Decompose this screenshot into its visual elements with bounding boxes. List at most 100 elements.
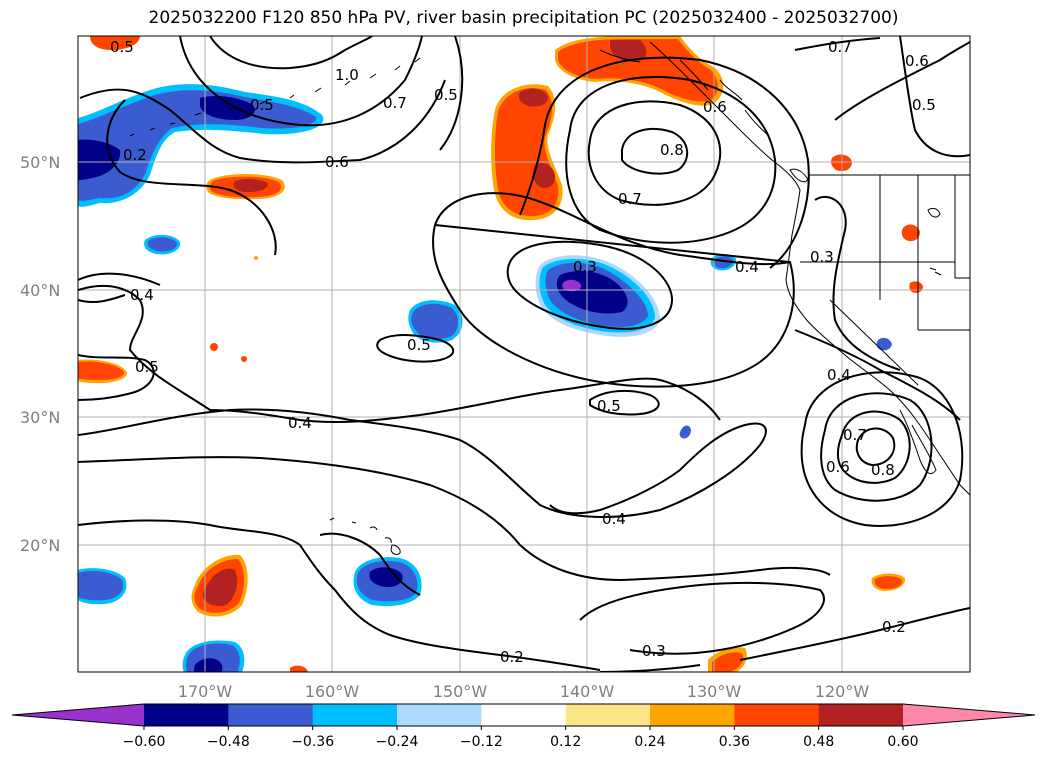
contour-label: 0.3	[810, 248, 834, 266]
colorbar-tick-label: 0.12	[550, 734, 581, 750]
colorbar: −0.60 −0.48 −0.36 −0.24 −0.12 0.12 0.24 0.36 0.4…	[11, 703, 1036, 750]
hawaii-islands	[329, 517, 401, 555]
map-title: 2025032200 F120 850 hPa PV, river basin …	[148, 8, 899, 28]
precip-orange-red-area	[558, 39, 718, 102]
precip-firebrick-area	[532, 163, 556, 188]
pv-contour-0.4	[78, 456, 831, 582]
pv-contour-0.7	[587, 100, 722, 206]
pv-contour-0.6	[834, 41, 970, 121]
precip-orange-red-area	[78, 361, 125, 381]
colorbar-tick-label: −0.12	[460, 734, 503, 750]
precip-firebrick-area	[233, 179, 268, 193]
contour-label: 0.6	[905, 52, 929, 70]
pv-contour-0.8	[855, 427, 896, 467]
contour-label: 0.2	[500, 648, 524, 666]
lon-label: 130°W	[687, 682, 742, 701]
contour-label: 0.5	[135, 358, 159, 376]
pv-contour-0.7	[179, 36, 423, 127]
contour-label: 0.3	[642, 642, 666, 660]
contour-label: 0.6	[703, 98, 727, 116]
precip-firebrick-area	[610, 40, 647, 62]
pv-contour-0.2	[319, 532, 421, 596]
pv-contour-0.5	[519, 56, 810, 269]
precip-navy-area	[194, 658, 223, 672]
lat-label: 30°N	[20, 408, 60, 427]
lat-label: 40°N	[20, 281, 60, 300]
colorbar-segment	[650, 704, 735, 726]
pv-contour-0.6	[565, 76, 777, 244]
pv-contour-0.5	[78, 354, 155, 401]
lon-label: 170°W	[178, 682, 233, 701]
pv-contour-0.5	[899, 36, 970, 158]
precip-navy-area	[78, 139, 121, 180]
contour-label: 0.5	[912, 96, 936, 114]
colorbar-segment	[144, 704, 229, 726]
pv-contours	[78, 36, 970, 672]
contour-label: 0.5	[597, 397, 621, 415]
pv-contour-0.4	[78, 294, 126, 304]
lon-label: 160°W	[305, 682, 360, 701]
precip-purple-area	[562, 279, 582, 292]
positive-precip-areas	[78, 36, 923, 672]
contour-label: 0.7	[383, 94, 407, 112]
precip-blue-area	[876, 337, 892, 351]
colorbar-tick-label: −0.36	[291, 734, 334, 750]
pv-contour-0.3	[814, 195, 901, 371]
pv-contour-0.6	[820, 392, 933, 502]
contour-label: 0.3	[573, 258, 597, 276]
colorbar-segment	[397, 704, 482, 726]
contour-label: 1.0	[335, 66, 359, 84]
colorbar-segment	[312, 704, 398, 726]
pv-contour-0.3	[579, 581, 825, 655]
pv-contour-0.6	[106, 99, 277, 256]
precip-royal-blue-area	[78, 571, 124, 601]
contour-label: 0.4	[735, 258, 759, 276]
precip-orange-dot	[241, 356, 247, 362]
contour-label: 0.5	[434, 86, 458, 104]
contour-label: 0.2	[123, 146, 147, 164]
pv-contour-0.4	[78, 284, 721, 424]
pv-contour-0.2	[739, 607, 970, 661]
precip-firebrick-area	[202, 568, 238, 607]
precip-navy-area	[369, 567, 403, 588]
contour-label: 0.7	[828, 38, 852, 56]
pv-contour-0.3	[506, 240, 674, 330]
contour-label: 0.6	[826, 458, 850, 476]
pv-contour-0.6	[79, 79, 446, 164]
colorbar-segment	[734, 704, 820, 726]
colorbar-segment	[481, 704, 567, 726]
pv-contour-0.4	[794, 329, 961, 421]
colorbar-tick-label: −0.60	[123, 734, 166, 750]
state-borders	[800, 175, 970, 386]
lat-label: 20°N	[20, 536, 60, 555]
alaska-coast-islands	[599, 49, 769, 136]
precip-blue-area	[679, 425, 691, 439]
precip-firebrick-area	[518, 88, 548, 107]
precip-orange-red-area	[901, 224, 920, 242]
precip-orange-red-area	[290, 665, 308, 672]
pv-contour-0.4	[78, 408, 767, 518]
colorbar-extend-min	[12, 704, 144, 726]
precip-orange-red-area	[90, 36, 140, 50]
pv-contour-0.5	[376, 334, 455, 363]
colorbar-tick-label: 0.48	[803, 734, 834, 750]
contour-label: 0.4	[602, 510, 626, 528]
contour-label: 0.5	[407, 336, 431, 354]
precip-firebrick-area	[712, 652, 744, 672]
precip-orange-dot	[210, 343, 218, 351]
colorbar-tick-label: 0.24	[634, 734, 665, 750]
pv-contour-1.0	[209, 36, 373, 70]
pv-contour-0.5	[439, 36, 464, 151]
lon-label: 150°W	[433, 682, 488, 701]
precip-navy-area	[200, 96, 255, 120]
pv-contour-0.7	[836, 410, 911, 484]
pv-contour-0.8	[621, 128, 688, 175]
contour-label: 0.4	[288, 414, 312, 432]
pv-contour-0.2	[78, 272, 161, 286]
contour-label: 0.7	[843, 426, 867, 444]
contour-label: 0.8	[871, 461, 895, 479]
lon-label: 120°W	[815, 682, 870, 701]
colorbar-segment	[228, 704, 314, 726]
negative-precip-areas	[78, 84, 892, 672]
contour-label: 0.4	[130, 286, 154, 304]
